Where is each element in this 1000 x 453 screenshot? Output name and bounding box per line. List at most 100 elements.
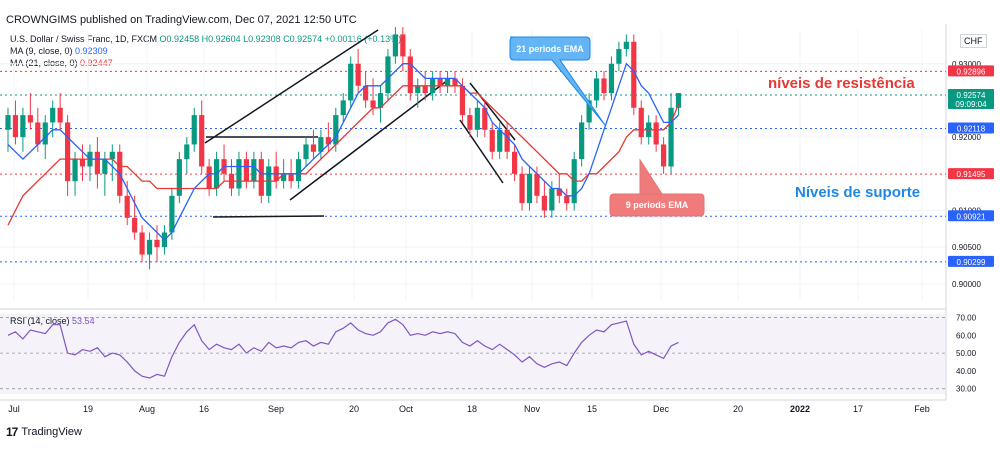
rsi-tick-label: 60.00	[956, 331, 977, 340]
ma21-line	[7, 85, 680, 226]
time-tick-label: 19	[83, 404, 93, 414]
candle-body	[191, 115, 197, 145]
trend-lines	[204, 29, 516, 218]
candle-body	[579, 122, 585, 160]
candle-body	[422, 85, 428, 94]
level-tag-text: 0.90299	[957, 258, 986, 267]
candle-body	[497, 129, 503, 152]
candle-body	[512, 151, 518, 174]
candle-body	[363, 85, 369, 101]
trend-line-range-bottom	[212, 215, 325, 218]
tradingview-brand[interactable]: 17 TradingView	[6, 425, 82, 439]
trend-line-falling-lower	[459, 119, 504, 184]
candle-body	[452, 78, 458, 86]
candle-body	[407, 56, 413, 94]
candle-body	[154, 239, 160, 248]
candle-body	[199, 115, 205, 167]
level-tag-text: 0.92896	[957, 67, 986, 76]
level-tag	[948, 255, 994, 267]
candle-body	[12, 115, 19, 138]
candle-body	[616, 49, 622, 64]
ma9-legend: MA (9, close, 0) 0.92309	[10, 46, 108, 56]
candle-body	[333, 115, 339, 145]
candle-body	[593, 78, 600, 101]
candle-body	[318, 137, 324, 152]
trend-line-rising-channel-bottom	[289, 79, 449, 201]
candle-body	[169, 195, 175, 233]
ma21-legend: MA (21, close, 0) 0.92447	[10, 58, 113, 68]
ema9-callout: 9 periods EMA	[609, 158, 705, 217]
level-tag-text: 0.92118	[957, 124, 986, 133]
rsi-axis: 70.00 60.00 50.00 40.00 30.00	[956, 314, 977, 394]
candle-body	[139, 232, 145, 255]
rsi-band	[0, 314, 946, 394]
candle-body	[504, 129, 510, 152]
candle-body	[437, 78, 443, 86]
candle-body	[79, 159, 86, 167]
candle-body	[109, 151, 115, 160]
rsi-tick-label: 50.00	[956, 349, 977, 358]
candle-body	[27, 115, 33, 123]
candle-body	[132, 217, 138, 233]
time-tick-label: Jul	[8, 404, 20, 414]
symbol-line: U.S. Dollar / Swiss Franc, 1D, FXCM	[10, 34, 158, 44]
candle-body	[482, 107, 488, 130]
candle-body	[519, 173, 525, 204]
candle-body	[526, 173, 533, 204]
candle-body	[385, 56, 391, 94]
time-tick-label: 16	[199, 404, 209, 414]
candle-body	[661, 144, 667, 167]
candle-body	[415, 85, 421, 94]
candle-body	[623, 41, 629, 50]
candle-body	[325, 137, 331, 145]
time-axis[interactable]: Jul 19 Aug 16 Sep 20 Oct 18 Nov 15 Dec 20 2022 17 Feb	[0, 399, 946, 414]
candle-body	[146, 239, 153, 255]
candle-body	[675, 93, 682, 108]
candle-body	[251, 159, 257, 182]
rsi-line	[7, 318, 679, 379]
price-tick-label: 0.92000	[952, 133, 981, 142]
level-tag	[948, 65, 994, 77]
candle-body	[631, 41, 637, 108]
candle-body	[184, 144, 190, 160]
level-tag	[948, 168, 994, 180]
candle-body	[94, 151, 100, 174]
ema9-callout-text: 9 periods EMA	[626, 200, 689, 210]
ma9-label: MA (9, close, 0)	[10, 46, 73, 56]
time-tick-label: 20	[349, 404, 359, 414]
time-tick-label: Dec	[653, 404, 670, 414]
ohlc-values: O0.92458 H0.92604 L0.92308 C0.92574 +0.0…	[159, 34, 402, 44]
time-tick-label: 15	[587, 404, 597, 414]
candle-body	[72, 159, 78, 182]
candle-body	[549, 188, 555, 211]
candle-body	[377, 93, 384, 108]
resistance-annotation: níveis de resistência	[768, 75, 915, 92]
price-tick-label: 0.93000	[952, 60, 981, 69]
candle-body	[355, 63, 361, 86]
candle-body	[668, 107, 674, 167]
symbol-legend: U.S. Dollar / Swiss Franc, 1D, FXCM O0.9…	[10, 34, 401, 44]
level-tag	[948, 89, 994, 110]
candle-body	[35, 122, 41, 145]
ma9-value: 0.92309	[75, 46, 108, 56]
ma9-line	[7, 62, 679, 241]
candle-body	[50, 107, 56, 123]
candle-body	[303, 144, 309, 160]
candle-body	[459, 85, 466, 116]
candle-body	[400, 34, 406, 57]
price-tick-label: 0.90500	[952, 243, 981, 252]
candle-body	[608, 63, 615, 94]
tradingview-brand-text: TradingView	[21, 426, 82, 438]
candle-body	[102, 159, 108, 174]
time-tick-label: 17	[853, 404, 863, 414]
trend-line-rising-channel-top	[204, 29, 379, 144]
candle-body	[564, 195, 570, 204]
currency-label[interactable]: CHF	[960, 34, 987, 48]
candle-body	[474, 107, 480, 130]
candle-body	[467, 115, 473, 130]
level-tag	[948, 122, 994, 134]
candle-body	[124, 195, 130, 218]
